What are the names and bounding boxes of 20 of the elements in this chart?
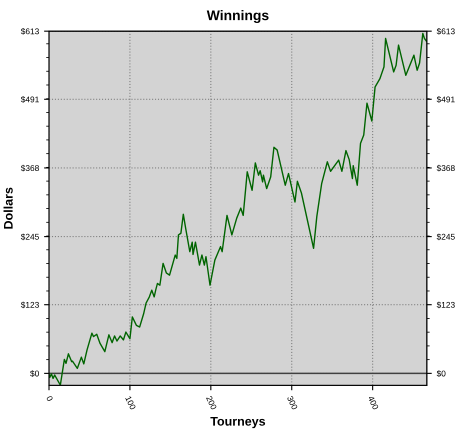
y-tick-label: $491: [20, 96, 39, 103]
y-tick-label: $0: [30, 370, 39, 377]
x-tick-label: 300: [286, 395, 298, 410]
chart-title: Winnings: [206, 10, 269, 24]
y-tick-label: $368: [20, 164, 39, 172]
y-axis-title: Dollars: [4, 188, 13, 229]
y-tick-label: $123: [20, 302, 39, 308]
y-tick-label: $245: [20, 233, 39, 240]
y2-tick-label: $245: [436, 233, 455, 240]
x-tick-label: 200: [206, 396, 217, 410]
y2-tick-label: $123: [436, 302, 455, 308]
y2-tick-label: $491: [436, 96, 455, 103]
y2-tick-label: $0: [436, 370, 446, 377]
x-tick-label: 100: [125, 396, 136, 410]
y2-tick-label: $368: [436, 164, 455, 172]
x-tick-label: 0: [46, 395, 54, 402]
y-tick-label: $613: [20, 28, 39, 35]
y2-tick-label: $613: [436, 28, 455, 35]
x-axis-title: Tourneys: [210, 416, 266, 428]
x-tick-label: 400: [368, 395, 379, 410]
